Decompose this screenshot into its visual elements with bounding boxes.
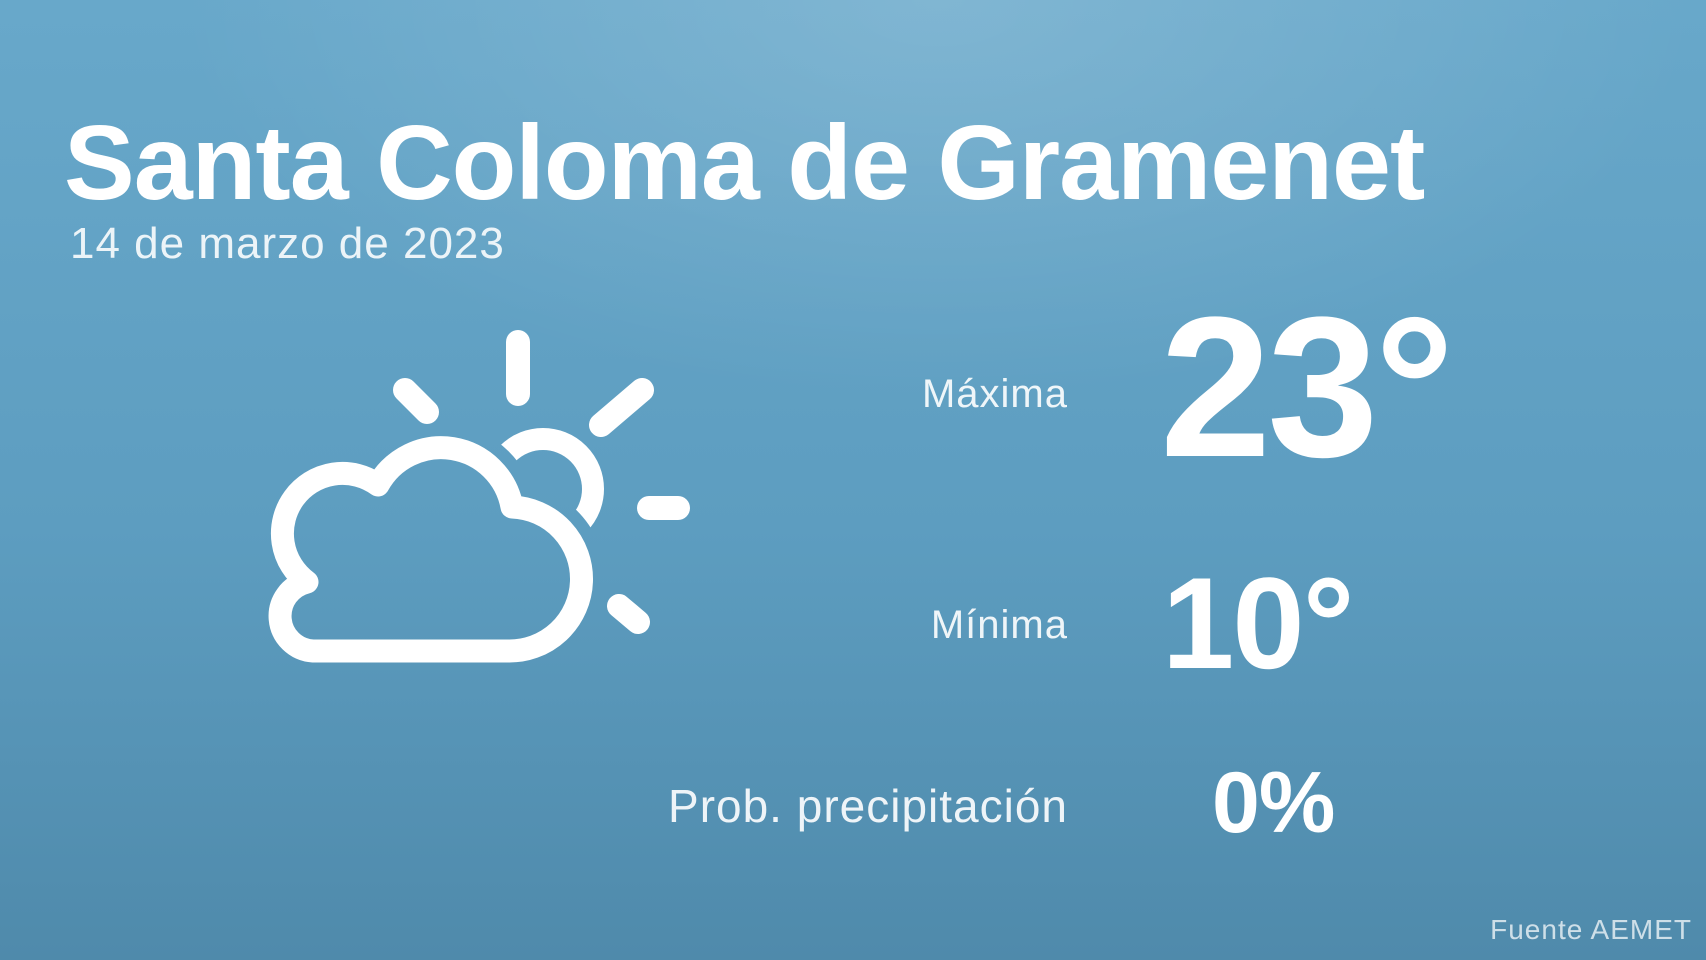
- cloud-outline: [268, 436, 593, 663]
- precipitation-label: Prob. precipitación: [668, 780, 1068, 832]
- max-temp-value: 23°: [1160, 276, 1454, 499]
- precipitation-value: 0%: [1212, 755, 1335, 851]
- max-temp-label: Máxima: [921, 372, 1068, 416]
- page-title: Santa Coloma de Gramenet: [64, 104, 1425, 222]
- data-source-credit: Fuente AEMET: [1490, 914, 1692, 945]
- forecast-date: 14 de marzo de 2023: [70, 219, 505, 268]
- min-temp-label: Mínima: [930, 603, 1068, 647]
- sun-behind-cloud-icon: [268, 330, 690, 663]
- min-temp-value: 10°: [1162, 550, 1355, 696]
- sun-and-rays: [393, 330, 690, 634]
